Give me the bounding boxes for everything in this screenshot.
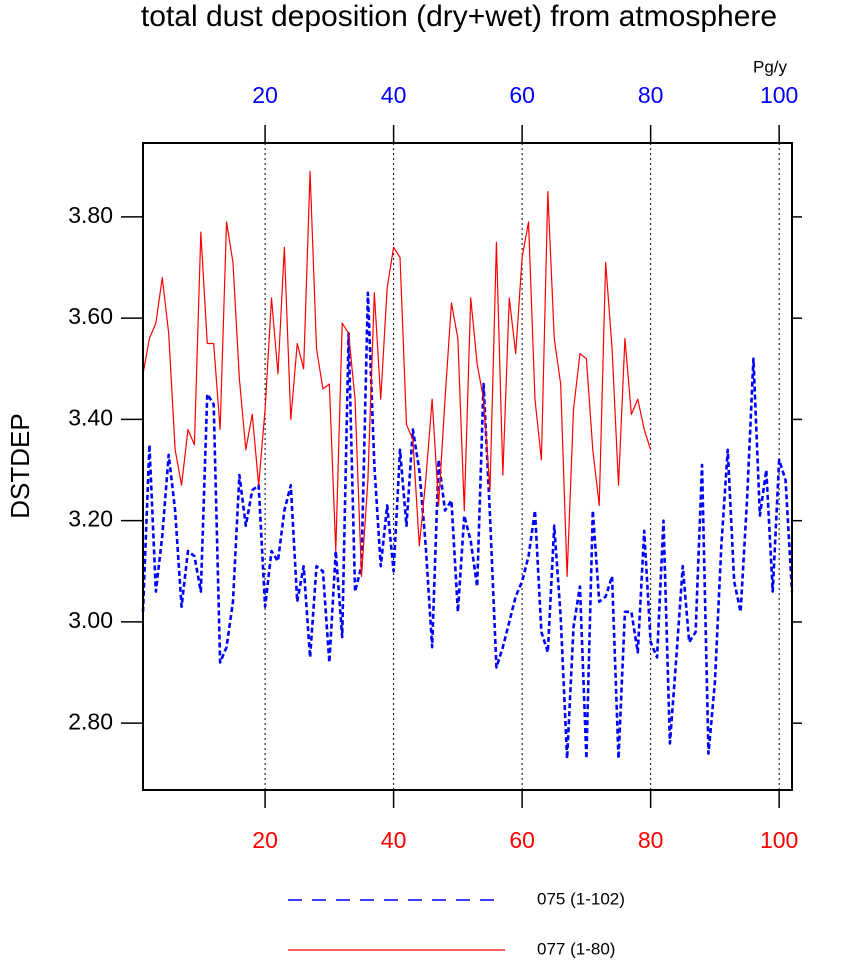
x-tick-label: 60 — [509, 827, 535, 853]
y-tick-label: 3.40 — [68, 404, 113, 430]
x-tick-label: 80 — [638, 827, 664, 853]
x2-unit-label: Pg/y — [753, 57, 788, 76]
legend-label: 075 (1-102) — [537, 889, 625, 908]
series-line — [142, 170, 652, 577]
y-tick-label: 3.60 — [68, 303, 113, 329]
x2-tick-label: 100 — [760, 82, 798, 108]
y-tick-label: 3.80 — [68, 202, 113, 228]
legend-label: 077 (1-80) — [537, 939, 615, 958]
x-tick-label: 20 — [252, 827, 278, 853]
x-tick-label: 100 — [760, 827, 798, 853]
x2-tick-label: 80 — [638, 82, 664, 108]
series-line — [141, 291, 794, 760]
x2-tick-label: 60 — [509, 82, 535, 108]
y-tick-label: 2.80 — [68, 708, 113, 734]
y-axis-label: DSTDEP — [5, 413, 35, 518]
x-tick-label: 40 — [381, 827, 407, 853]
y-tick-label: 3.00 — [68, 607, 113, 633]
y-tick-label: 3.20 — [68, 506, 113, 532]
chart-title: total dust deposition (dry+wet) from atm… — [141, 0, 777, 33]
x2-tick-label: 20 — [252, 82, 278, 108]
x2-tick-label: 40 — [381, 82, 407, 108]
plot-frame — [142, 142, 793, 791]
